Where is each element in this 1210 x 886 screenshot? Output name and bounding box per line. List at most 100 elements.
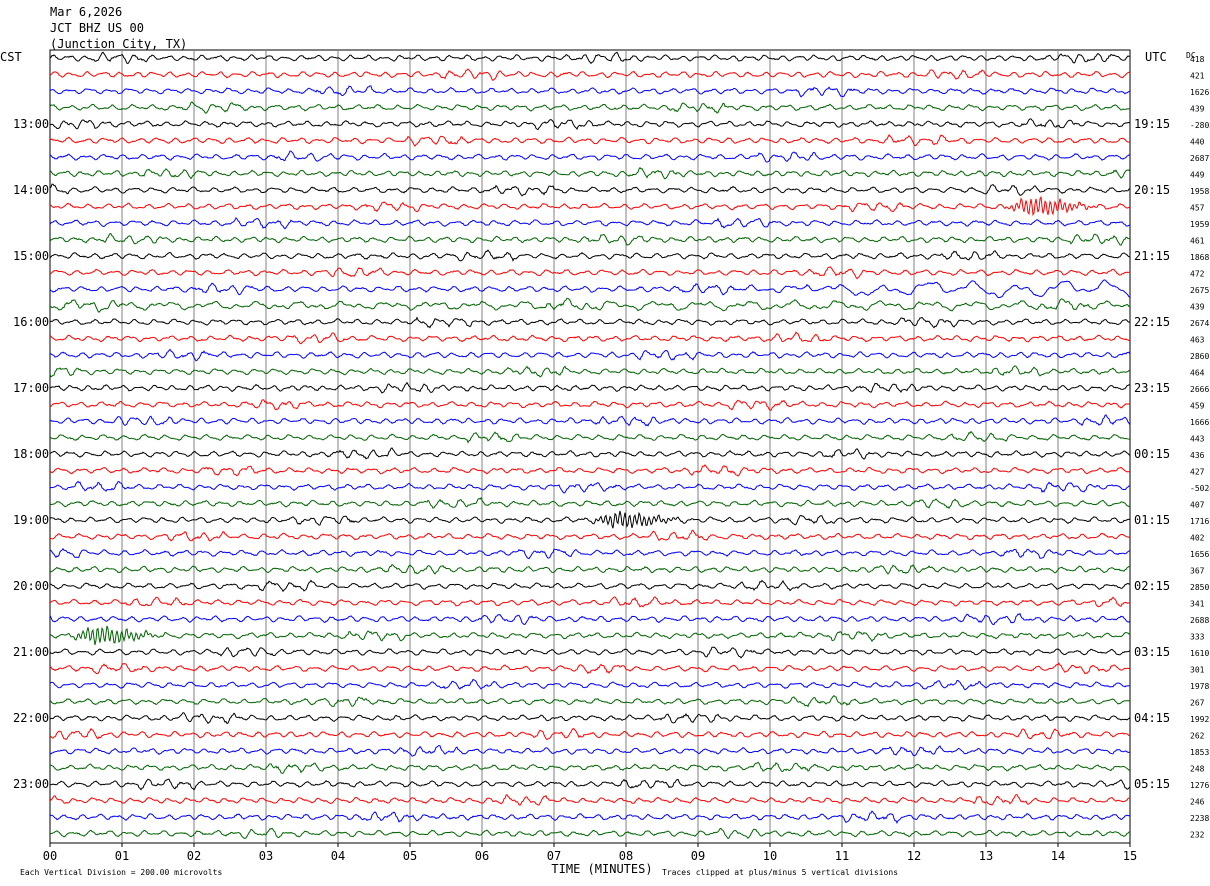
seismic-trace [49,827,1131,839]
seismic-trace [49,712,1131,725]
dc-value: 1626 [1190,88,1209,97]
x-tick-label: 11 [835,849,849,863]
seismic-trace [49,381,1131,394]
seismic-trace [49,414,1131,427]
utc-hour-label: 00:15 [1134,447,1170,461]
x-tick-label: 03 [259,849,273,863]
utc-hour-label: 23:15 [1134,381,1170,395]
seismic-trace [49,480,1131,494]
seismic-trace [49,150,1131,163]
x-tick-label: 06 [475,849,489,863]
x-tick-label: 04 [331,849,345,863]
seismic-trace [49,266,1131,280]
dc-value: 464 [1190,369,1205,378]
station-label: JCT BHZ US 00 [50,21,144,35]
cst-hour-label: 15:00 [13,249,49,263]
x-tick-label: 12 [907,849,921,863]
dc-value: 402 [1190,534,1205,543]
x-tick-label: 00 [43,849,57,863]
cst-hour-label: 13:00 [13,117,49,131]
plot-frame [49,49,1131,844]
dc-value: 1610 [1190,649,1209,658]
dc-value: 443 [1190,435,1205,444]
seismic-trace [49,464,1131,477]
seismic-trace [49,430,1131,444]
seismic-trace [49,118,1131,131]
seismic-trace [49,195,1131,217]
dc-value: 463 [1190,336,1205,345]
seismic-trace [49,625,1131,645]
dc-value: 457 [1190,204,1205,213]
cst-hour-label: 19:00 [13,513,49,527]
seismic-trace [49,496,1131,510]
seismic-trace [49,166,1131,180]
seismic-trace [49,348,1131,362]
dc-value: 2688 [1190,616,1209,625]
utc-hour-label: 01:15 [1134,513,1170,527]
seismic-trace [49,727,1131,741]
seismic-trace [49,331,1131,345]
dc-value: 1853 [1190,748,1209,757]
dc-value: 333 [1190,633,1205,642]
seismic-trace [49,564,1131,575]
x-tick-label: 14 [1051,849,1065,863]
dc-value: 2860 [1190,352,1209,361]
dc-value: 246 [1190,798,1205,807]
seismic-trace [49,529,1131,542]
dc-value: 1656 [1190,550,1209,559]
dc-value: 2850 [1190,583,1209,592]
seismic-trace [49,761,1131,774]
x-tick-label: 02 [187,849,201,863]
dc-value: 407 [1190,501,1205,510]
x-tick-label: 05 [403,849,417,863]
dc-value: 232 [1190,831,1205,840]
x-tick-label: 07 [547,849,561,863]
dc-value: 472 [1190,270,1205,279]
seismic-trace [49,678,1131,691]
seismic-trace [49,447,1131,460]
x-tick-label: 15 [1123,849,1137,863]
dc-value: 439 [1190,303,1205,312]
utc-hour-label: 03:15 [1134,645,1170,659]
dc-value: 2666 [1190,385,1209,394]
seismic-trace [49,547,1131,560]
dc-value: 1978 [1190,682,1209,691]
seismic-trace [49,68,1131,82]
cst-hour-label: 14:00 [13,183,49,197]
dc-value: 459 [1190,402,1205,411]
seismic-trace [49,810,1131,824]
clip-note: Traces clipped at plus/minus 5 vertical … [662,868,898,877]
utc-hour-label: 21:15 [1134,249,1170,263]
seismic-trace [49,579,1131,593]
dc-value: 1992 [1190,715,1209,724]
seismic-trace [49,232,1131,246]
x-tick-label: 01 [115,849,129,863]
dc-value: -28039 [1190,121,1210,130]
seismic-trace [49,279,1131,299]
cst-hour-label: 17:00 [13,381,49,395]
dc-value: 301 [1190,666,1205,675]
seismic-trace [49,249,1131,262]
dc-value: 440 [1190,138,1205,147]
x-tick-label: 08 [619,849,633,863]
dc-value: 262 [1190,732,1205,741]
dc-value: 2238 [1190,814,1209,823]
dc-value: 267 [1190,699,1205,708]
dc-value: 427 [1190,468,1205,477]
right-timezone-label: UTC [1145,50,1167,64]
seismic-trace [49,101,1131,114]
seismic-trace [49,217,1131,230]
seismic-trace [49,662,1131,675]
scale-note: Each Vertical Division = 200.00 microvol… [20,868,222,877]
x-axis-title: TIME (MINUTES) [551,862,652,876]
seismic-trace [49,183,1131,197]
dc-value: 1868 [1190,253,1209,262]
seismic-trace [49,85,1131,98]
utc-hour-label: 22:15 [1134,315,1170,329]
utc-hour-label: 04:15 [1134,711,1170,725]
dc-value: 1716 [1190,517,1209,526]
seismic-trace [49,134,1131,148]
dc-value: 2675 [1190,286,1209,295]
